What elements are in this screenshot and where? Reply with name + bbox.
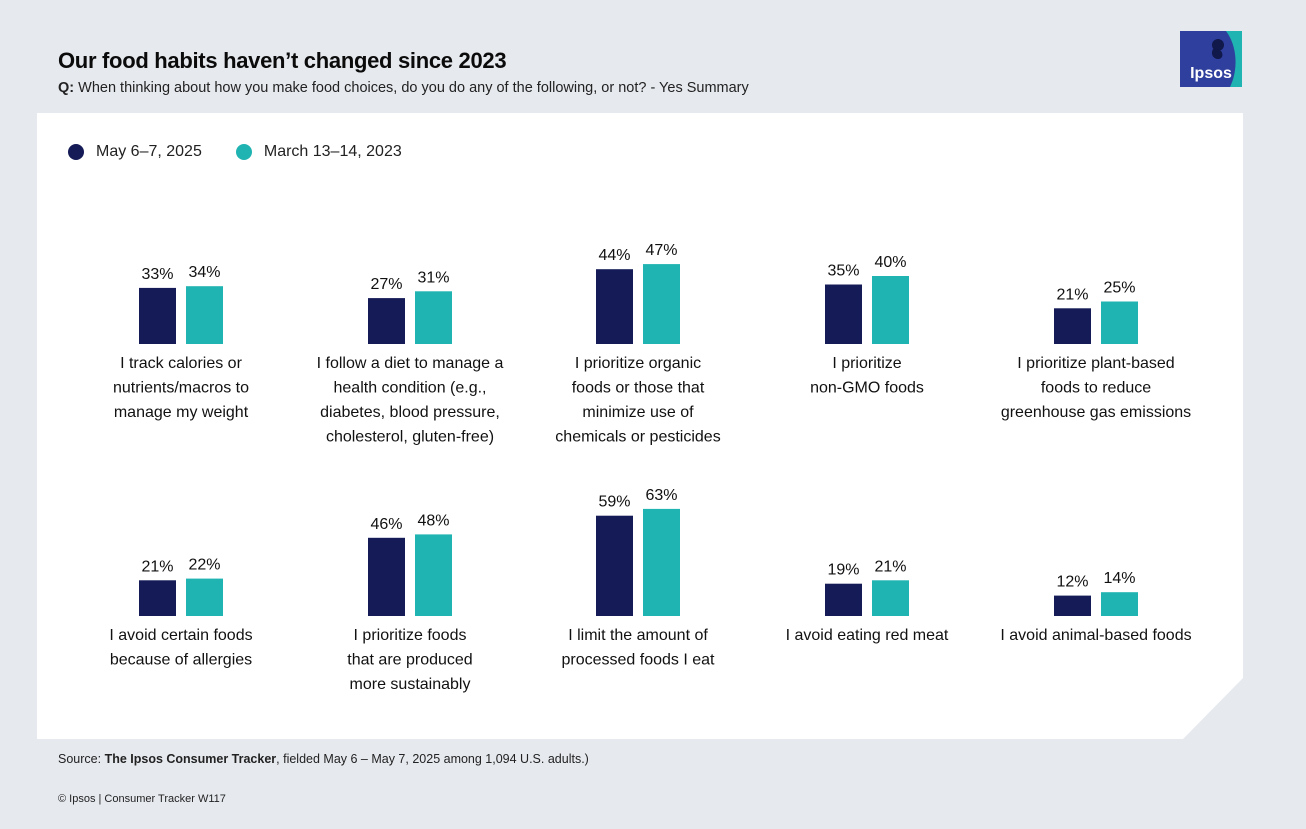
value-label-8-2023: 63% [645, 487, 677, 504]
bar-6-2025 [139, 580, 176, 616]
value-label-4-2025: 35% [827, 263, 859, 280]
logo-text: Ipsos [1190, 65, 1232, 82]
category-label-line: I track calories or [120, 355, 242, 372]
chart-panel [37, 113, 1243, 739]
category-label-line: cholesterol, gluten-free) [326, 429, 494, 446]
bar-4-2025 [825, 284, 862, 344]
value-label-2-2025: 27% [370, 276, 402, 293]
bar-6-2023 [186, 578, 223, 616]
bar-4-2023 [872, 276, 909, 344]
category-label-line: manage my weight [114, 404, 249, 421]
value-label-5-2023: 25% [1103, 280, 1135, 297]
bar-1-2023 [186, 286, 223, 344]
category-label-line: non-GMO foods [810, 380, 924, 397]
legend: May 6–7, 2025 March 13–14, 2023 [68, 143, 436, 161]
bar-8-2023 [643, 508, 680, 616]
category-label-line: I prioritize organic [575, 355, 701, 372]
category-label-line: I avoid eating red meat [786, 627, 949, 644]
question-text: Q: When thinking about how you make food… [58, 80, 749, 96]
bar-2-2025 [368, 298, 405, 344]
category-label-6: I avoid certain foods because of allergie… [109, 627, 252, 669]
category-label-line: chemicals or pesticides [555, 429, 720, 446]
category-label-1: I track calories or nutrients/macros to ma… [113, 355, 249, 421]
category-label-line: diabetes, blood pressure, [320, 404, 500, 421]
category-label-10: I avoid animal-based foods [1000, 627, 1191, 644]
source-title: The Ipsos Consumer Tracker [104, 752, 277, 766]
value-label-7-2025: 46% [370, 516, 402, 533]
category-label-line: foods to reduce [1041, 380, 1151, 397]
value-label-6-2023: 22% [188, 557, 220, 574]
category-label-line: greenhouse gas emissions [1001, 404, 1191, 421]
bar-3-2025 [596, 269, 633, 344]
category-label-line: I avoid certain foods [109, 627, 252, 644]
category-label-line: I limit the amount of [568, 627, 708, 644]
source-note: Source: The Ipsos Consumer Tracker, fiel… [58, 752, 589, 766]
legend-item-2023: March 13–14, 2023 [235, 143, 402, 161]
bar-2-2023 [415, 291, 452, 344]
bar-5-2025 [1054, 308, 1091, 344]
category-label-line: minimize use of [582, 404, 694, 421]
value-label-3-2025: 44% [598, 247, 630, 264]
category-label-7: I prioritize foods that are produced more … [347, 627, 472, 693]
legend-dot-2025-icon [68, 144, 84, 160]
value-label-10-2023: 14% [1103, 570, 1135, 587]
category-label-line: foods or those that [572, 380, 705, 397]
value-label-9-2025: 19% [827, 562, 859, 579]
copyright: © Ipsos | Consumer Tracker W117 [58, 793, 226, 805]
source-rest: , fielded May 6 – May 7, 2025 among 1,09… [276, 752, 589, 766]
bar-10-2023 [1101, 592, 1138, 616]
legend-item-2025: May 6–7, 2025 [68, 143, 202, 161]
question-prefix: Q: [58, 80, 75, 96]
bar-7-2025 [368, 537, 405, 616]
bar-8-2025 [596, 515, 633, 616]
value-label-8-2025: 59% [598, 494, 630, 511]
category-label-line: health condition (e.g., [334, 380, 487, 397]
value-label-10-2025: 12% [1056, 574, 1088, 591]
bar-7-2023 [415, 534, 452, 616]
source-prefix: Source: [58, 752, 105, 766]
question-body: When thinking about how you make food ch… [78, 80, 749, 96]
bar-5-2023 [1101, 301, 1138, 344]
bar-10-2025 [1054, 595, 1091, 616]
value-label-7-2023: 48% [417, 512, 449, 529]
value-label-1-2023: 34% [188, 264, 220, 281]
bar-3-2023 [643, 264, 680, 344]
chart-title: Our food habits haven’t changed since 20… [58, 48, 507, 73]
value-label-2-2023: 31% [417, 269, 449, 286]
category-label-4: I prioritize non-GMO foods [810, 355, 924, 397]
value-label-4-2023: 40% [874, 254, 906, 271]
value-label-6-2025: 21% [141, 558, 173, 575]
bar-1-2025 [139, 287, 176, 344]
category-label-2: I follow a diet to manage a health condit… [317, 355, 504, 446]
category-label-3: I prioritize organic foods or those that m… [555, 355, 720, 446]
category-label-line: processed foods I eat [562, 652, 716, 669]
category-label-line: because of allergies [110, 652, 252, 669]
value-label-3-2023: 47% [645, 242, 677, 259]
value-label-1-2025: 33% [141, 266, 173, 283]
category-label-line: more sustainably [350, 676, 471, 693]
bar-9-2025 [825, 583, 862, 616]
value-label-5-2025: 21% [1056, 286, 1088, 303]
category-label-line: that are produced [347, 652, 472, 669]
category-label-line: I avoid animal-based foods [1000, 627, 1191, 644]
ipsos-logo: Ipsos [1180, 31, 1242, 87]
bar-9-2023 [872, 580, 909, 616]
category-label-9: I avoid eating red meat [786, 627, 949, 644]
category-label-line: I prioritize foods [354, 627, 467, 644]
category-label-line: nutrients/macros to [113, 380, 249, 397]
legend-dot-2023-icon [235, 144, 252, 160]
value-label-9-2023: 21% [874, 558, 906, 575]
category-label-8: I limit the amount of processed foods I e… [562, 627, 716, 669]
legend-label-2025: May 6–7, 2025 [96, 143, 202, 160]
legend-label-2023: March 13–14, 2023 [263, 143, 402, 160]
category-label-line: I follow a diet to manage a [317, 355, 504, 372]
category-label-line: I prioritize [832, 355, 901, 372]
category-label-line: I prioritize plant-based [1017, 355, 1174, 372]
category-label-5: I prioritize plant-based foods to reduce g… [1001, 355, 1191, 421]
